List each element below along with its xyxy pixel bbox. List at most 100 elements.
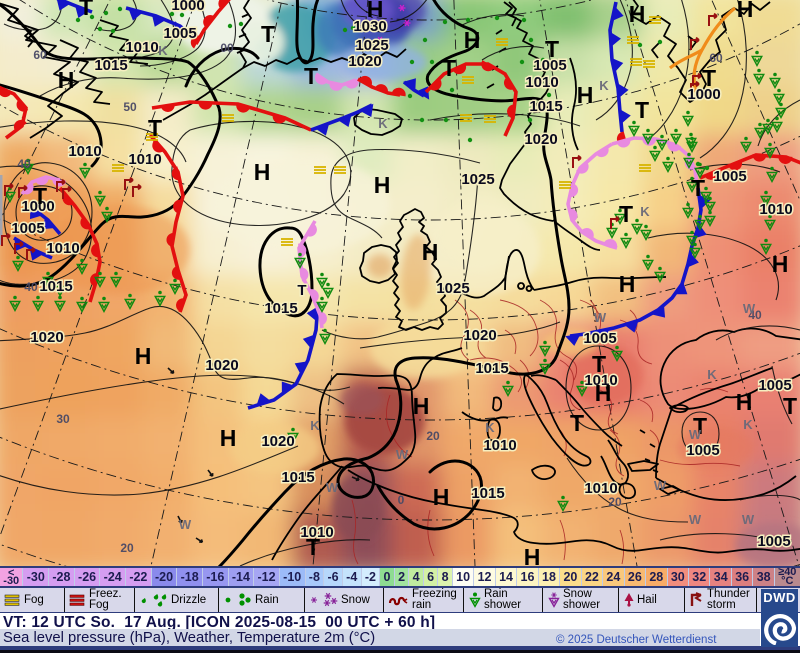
svg-text:T: T bbox=[635, 97, 649, 123]
svg-text:1005: 1005 bbox=[686, 442, 719, 459]
svg-text:40: 40 bbox=[748, 308, 762, 322]
svg-text:1020: 1020 bbox=[30, 329, 63, 346]
svg-text:H: H bbox=[464, 27, 481, 53]
svg-text:1010: 1010 bbox=[483, 437, 516, 454]
svg-text:T: T bbox=[33, 183, 47, 209]
svg-text:H: H bbox=[736, 389, 753, 415]
svg-text:K: K bbox=[158, 43, 168, 58]
svg-text:1025: 1025 bbox=[461, 171, 494, 188]
svg-text:W: W bbox=[743, 301, 756, 316]
svg-text:1020: 1020 bbox=[463, 327, 496, 344]
svg-text:K: K bbox=[378, 116, 388, 131]
svg-text:T: T bbox=[148, 115, 162, 141]
svg-text:1010: 1010 bbox=[584, 372, 617, 389]
svg-text:1005: 1005 bbox=[583, 330, 616, 347]
svg-text:T: T bbox=[570, 410, 584, 436]
svg-text:H: H bbox=[58, 67, 75, 93]
svg-text:K: K bbox=[640, 204, 650, 219]
svg-text:H: H bbox=[433, 484, 450, 510]
svg-text:1005: 1005 bbox=[713, 168, 746, 185]
svg-text:1010: 1010 bbox=[584, 480, 617, 497]
svg-text:T: T bbox=[306, 534, 320, 560]
svg-text:T: T bbox=[545, 36, 559, 62]
svg-text:1015: 1015 bbox=[529, 98, 562, 115]
svg-text:1010: 1010 bbox=[759, 201, 792, 218]
svg-text:20: 20 bbox=[426, 429, 440, 443]
svg-text:1015: 1015 bbox=[264, 300, 297, 317]
svg-text:T: T bbox=[691, 175, 705, 201]
svg-text:T: T bbox=[702, 65, 716, 91]
svg-text:W: W bbox=[326, 480, 339, 495]
svg-text:20: 20 bbox=[608, 495, 622, 509]
svg-text:1000: 1000 bbox=[171, 0, 204, 14]
svg-text:H: H bbox=[577, 82, 594, 108]
svg-text:K: K bbox=[485, 420, 495, 435]
svg-text:1015: 1015 bbox=[39, 278, 72, 295]
svg-text:K: K bbox=[310, 418, 320, 433]
svg-text:1020: 1020 bbox=[348, 53, 381, 70]
svg-text:60: 60 bbox=[33, 48, 47, 62]
svg-text:1015: 1015 bbox=[281, 469, 314, 486]
svg-text:1015: 1015 bbox=[471, 485, 504, 502]
svg-text:T: T bbox=[619, 201, 633, 227]
svg-text:T: T bbox=[297, 282, 306, 299]
svg-text:1020: 1020 bbox=[524, 131, 557, 148]
svg-text:1015: 1015 bbox=[475, 360, 508, 377]
svg-text:W: W bbox=[742, 512, 755, 527]
svg-text:1005: 1005 bbox=[533, 57, 566, 74]
svg-text:T: T bbox=[592, 351, 606, 377]
svg-text:1005: 1005 bbox=[758, 377, 791, 394]
svg-text:40: 40 bbox=[24, 280, 38, 294]
svg-text:K: K bbox=[743, 417, 753, 432]
svg-text:1010: 1010 bbox=[300, 524, 333, 541]
svg-text:T: T bbox=[783, 393, 797, 419]
svg-text:0: 0 bbox=[398, 493, 405, 507]
svg-text:1030: 1030 bbox=[353, 18, 386, 35]
svg-text:00: 00 bbox=[220, 41, 234, 55]
svg-text:W: W bbox=[594, 310, 607, 325]
svg-text:H: H bbox=[772, 251, 789, 277]
svg-text:W: W bbox=[689, 427, 702, 442]
svg-text:60: 60 bbox=[709, 51, 723, 65]
svg-text:1020: 1020 bbox=[261, 433, 294, 450]
svg-text:H: H bbox=[595, 380, 612, 406]
svg-text:W: W bbox=[179, 517, 192, 532]
svg-text:50: 50 bbox=[123, 100, 137, 114]
svg-text:1025: 1025 bbox=[436, 280, 469, 297]
svg-text:T: T bbox=[79, 0, 93, 20]
svg-text:1015: 1015 bbox=[94, 57, 127, 74]
svg-text:K: K bbox=[707, 367, 717, 382]
svg-text:H: H bbox=[413, 393, 430, 419]
svg-text:H: H bbox=[619, 271, 636, 297]
svg-text:1010: 1010 bbox=[46, 240, 79, 257]
svg-text:W: W bbox=[396, 447, 409, 462]
svg-text:H: H bbox=[737, 0, 754, 22]
svg-text:1010: 1010 bbox=[125, 39, 158, 56]
svg-text:H: H bbox=[374, 172, 391, 198]
svg-text:1010: 1010 bbox=[68, 143, 101, 160]
svg-text:20: 20 bbox=[120, 541, 134, 555]
svg-text:T: T bbox=[693, 413, 707, 439]
svg-text:30: 30 bbox=[56, 412, 70, 426]
svg-text:H: H bbox=[220, 425, 237, 451]
svg-text:1005: 1005 bbox=[163, 25, 196, 42]
svg-text:T: T bbox=[442, 55, 456, 81]
svg-text:H: H bbox=[422, 239, 439, 265]
svg-text:W: W bbox=[689, 512, 702, 527]
svg-text:H: H bbox=[629, 1, 646, 27]
svg-text:K: K bbox=[599, 78, 609, 93]
svg-text:1020: 1020 bbox=[205, 357, 238, 374]
svg-text:40: 40 bbox=[17, 157, 31, 171]
svg-text:W: W bbox=[654, 478, 667, 493]
svg-text:H: H bbox=[367, 0, 384, 22]
svg-text:1000: 1000 bbox=[687, 86, 720, 103]
svg-text:1005: 1005 bbox=[757, 533, 790, 550]
svg-text:1005: 1005 bbox=[11, 220, 44, 237]
svg-text:1010: 1010 bbox=[525, 74, 558, 91]
svg-text:H: H bbox=[524, 544, 541, 566]
svg-text:T: T bbox=[304, 63, 318, 89]
svg-text:1025: 1025 bbox=[355, 37, 388, 54]
svg-text:1010: 1010 bbox=[128, 151, 161, 168]
svg-text:H: H bbox=[254, 159, 271, 185]
svg-text:1000: 1000 bbox=[21, 198, 54, 215]
